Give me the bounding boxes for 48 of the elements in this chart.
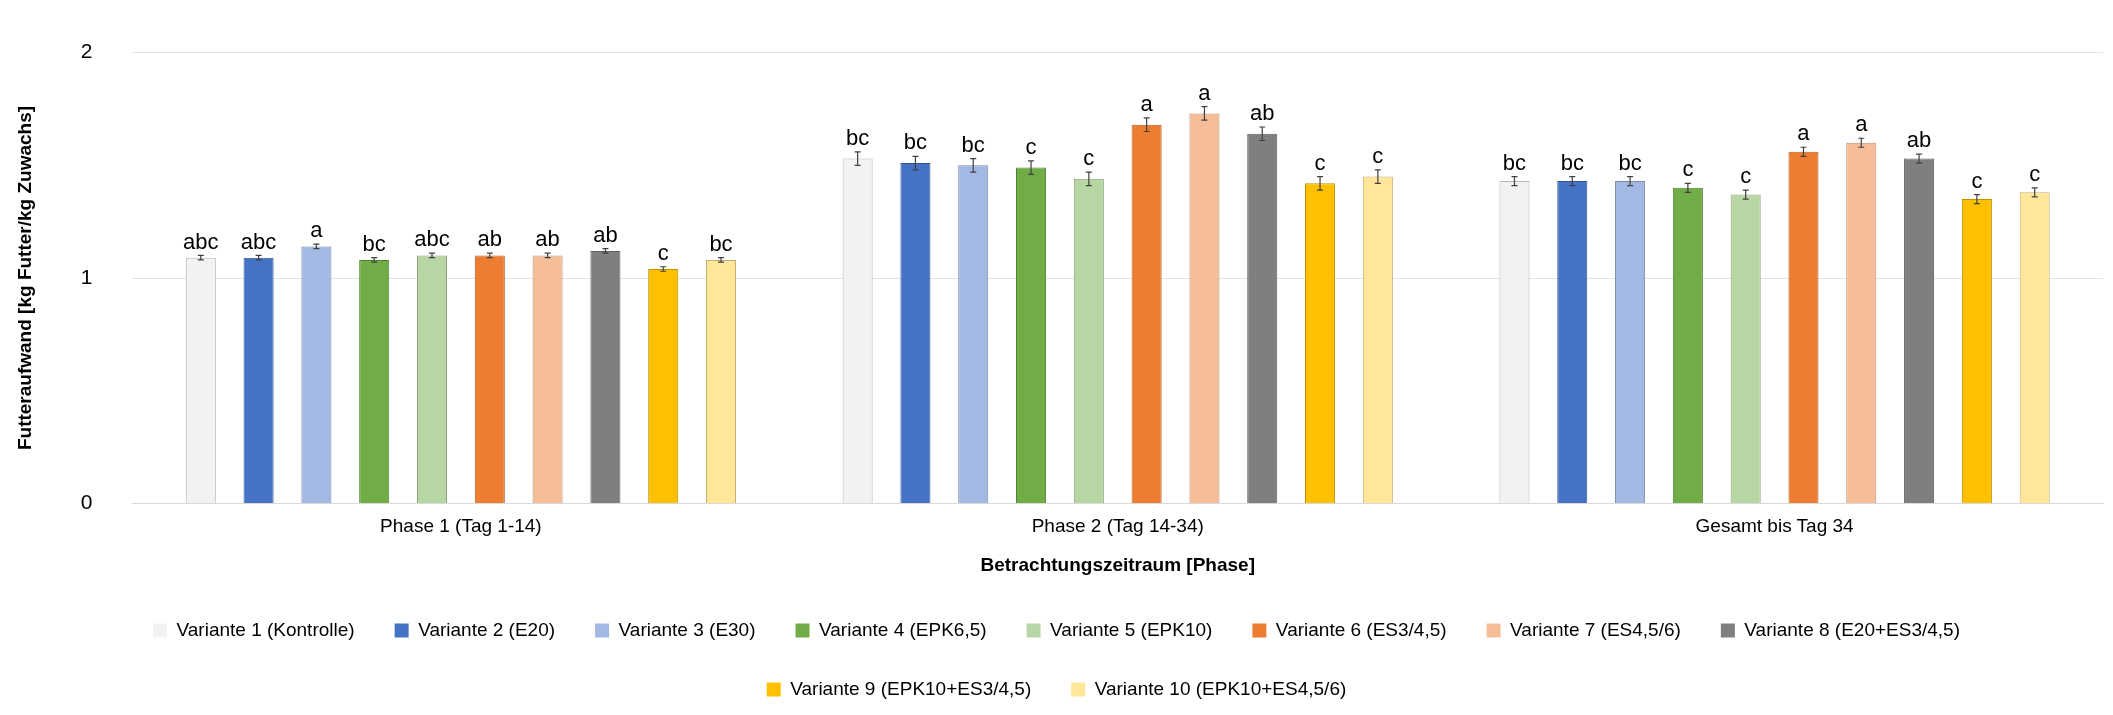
legend-label: Variante 7 (ES4,5/6) <box>1510 618 1681 640</box>
data-label: bc <box>362 230 386 256</box>
data-label: abc <box>240 228 277 254</box>
data-label: a <box>1797 120 1811 146</box>
data-label: c <box>1025 133 1037 159</box>
legend-label: Variante 4 (EPK6,5) <box>819 618 987 640</box>
y-axis-title: Futteraufwand [kg Futter/kg Zuwachs] <box>13 105 35 451</box>
y-tick-label: 0 <box>80 490 93 514</box>
data-label: ab <box>1906 127 1932 153</box>
y-tick-label: 2 <box>80 39 93 63</box>
legend-label: Variante 10 (EPK10+ES4,5/6) <box>1094 677 1347 699</box>
data-label: c <box>2029 160 2041 186</box>
data-label: c <box>1314 149 1326 175</box>
data-label: c <box>1971 167 1983 193</box>
data-label: bc <box>846 124 870 150</box>
data-label: c <box>657 239 669 265</box>
data-label: bc <box>1560 149 1584 175</box>
x-tick-label: Phase 1 (Tag 1-14) <box>380 515 542 537</box>
legend-label: Variante 3 (E30) <box>618 618 756 640</box>
data-label: ab <box>535 226 560 252</box>
x-tick-label: Gesamt bis Tag 34 <box>1695 515 1855 537</box>
data-label: bc <box>961 131 985 157</box>
data-label: c <box>1083 145 1095 171</box>
x-axis-title: Betrachtungszeitraum [Phase] <box>980 553 1255 575</box>
data-label: c <box>1682 156 1694 182</box>
legend-label: Variante 9 (EPK10+ES3/4,5) <box>790 677 1032 699</box>
data-label: ab <box>477 226 503 252</box>
data-label: c <box>1372 142 1384 168</box>
data-label: abc <box>183 228 219 254</box>
legend-label: Variante 1 (Kontrolle) <box>176 618 355 640</box>
legend-label: Variante 6 (ES3/4,5) <box>1275 618 1447 640</box>
y-tick-label: 1 <box>80 264 93 288</box>
data-label: a <box>1140 91 1154 117</box>
data-label: a <box>1855 111 1869 137</box>
data-label: bc <box>1618 149 1642 175</box>
data-label: bc <box>709 230 733 256</box>
data-label: bc <box>903 129 928 155</box>
data-label: ab <box>593 221 618 247</box>
legend-label: Variante 5 (EPK10) <box>1050 618 1213 640</box>
data-label: a <box>310 217 324 243</box>
data-label: c <box>1740 163 1752 189</box>
legend-label: Variante 8 (E20+ES3/4,5) <box>1744 618 1961 640</box>
x-tick-label: Phase 2 (Tag 14-34) <box>1031 515 1204 537</box>
data-label: ab <box>1250 100 1275 126</box>
data-label: abc <box>414 226 450 252</box>
legend-label: Variante 2 (E20) <box>418 618 556 640</box>
data-label: a <box>1198 79 1212 105</box>
data-label: bc <box>1502 149 1527 175</box>
